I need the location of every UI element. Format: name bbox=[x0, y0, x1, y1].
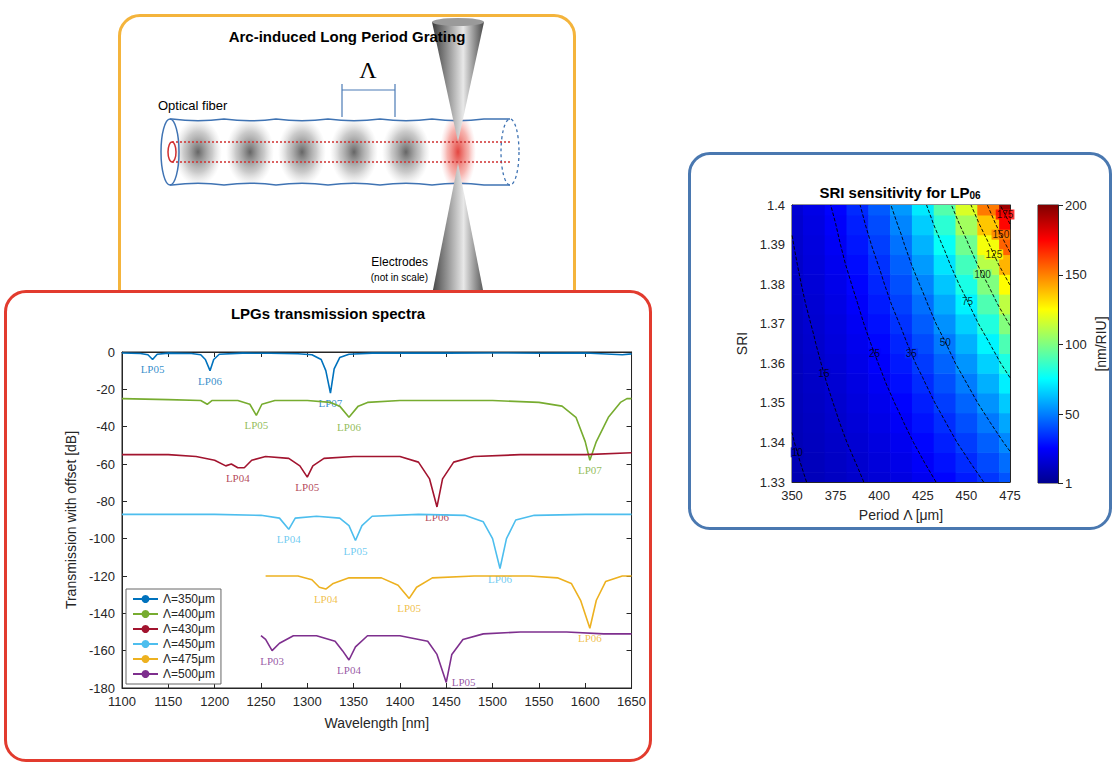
svg-text:1.34: 1.34 bbox=[760, 435, 785, 450]
svg-text:1450: 1450 bbox=[432, 694, 461, 709]
svg-text:06: 06 bbox=[969, 190, 981, 201]
svg-text:LP04: LP04 bbox=[314, 593, 338, 605]
svg-text:LP04: LP04 bbox=[337, 664, 361, 676]
svg-text:LP04: LP04 bbox=[277, 533, 301, 545]
svg-text:100: 100 bbox=[1065, 337, 1087, 352]
svg-text:1.33: 1.33 bbox=[759, 474, 785, 490]
svg-text:Λ=350μm: Λ=350μm bbox=[163, 592, 215, 606]
svg-text:LP03: LP03 bbox=[260, 655, 284, 667]
svg-text:15: 15 bbox=[818, 367, 830, 379]
svg-text:Λ=400μm: Λ=400μm bbox=[163, 607, 215, 621]
svg-text:Λ=475μm: Λ=475μm bbox=[163, 652, 215, 666]
svg-text:200: 200 bbox=[1065, 198, 1087, 213]
svg-text:1.38: 1.38 bbox=[760, 277, 785, 292]
svg-text:LP05: LP05 bbox=[397, 602, 421, 614]
svg-text:1600: 1600 bbox=[571, 694, 600, 709]
svg-text:Electrodes: Electrodes bbox=[371, 255, 428, 269]
svg-text:1.37: 1.37 bbox=[760, 316, 785, 331]
svg-text:LP05: LP05 bbox=[244, 419, 268, 431]
svg-text:475: 475 bbox=[999, 488, 1021, 503]
svg-text:LP06: LP06 bbox=[577, 632, 602, 645]
svg-text:1100: 1100 bbox=[108, 694, 136, 709]
svg-text:LP05: LP05 bbox=[452, 676, 476, 688]
svg-text:Λ=450μm: Λ=450μm bbox=[163, 637, 215, 651]
svg-text:400: 400 bbox=[868, 488, 890, 503]
svg-text:SRI sensitivity for LP: SRI sensitivity for LP bbox=[819, 184, 969, 201]
svg-text:1.35: 1.35 bbox=[760, 395, 785, 410]
svg-text:1650: 1650 bbox=[617, 694, 646, 709]
svg-text:100: 100 bbox=[974, 269, 991, 280]
svg-text:75: 75 bbox=[962, 295, 974, 307]
svg-text:125: 125 bbox=[985, 249, 1003, 260]
svg-text:Optical fiber: Optical fiber bbox=[158, 98, 228, 113]
svg-text:50: 50 bbox=[1065, 407, 1079, 422]
svg-text:1.36: 1.36 bbox=[760, 356, 785, 371]
svg-text:150: 150 bbox=[992, 229, 1010, 241]
svg-text:1300: 1300 bbox=[293, 694, 322, 709]
svg-text:1150: 1150 bbox=[154, 694, 182, 709]
svg-text:LP07: LP07 bbox=[318, 397, 343, 410]
svg-text:450: 450 bbox=[956, 488, 978, 503]
svg-text:Period Λ [μm]: Period Λ [μm] bbox=[859, 507, 943, 523]
svg-text:LP05: LP05 bbox=[344, 545, 368, 557]
svg-text:Λ=500μm: Λ=500μm bbox=[163, 667, 215, 681]
svg-text:[nm/RIU]: [nm/RIU] bbox=[1093, 316, 1109, 371]
svg-text:LP06: LP06 bbox=[198, 375, 222, 387]
svg-text:Arc-induced Long Period Gratin: Arc-induced Long Period Grating bbox=[229, 28, 466, 45]
svg-text:1250: 1250 bbox=[247, 694, 276, 709]
svg-text:-180: -180 bbox=[89, 680, 115, 696]
svg-text:25: 25 bbox=[868, 347, 881, 359]
svg-text:1550: 1550 bbox=[524, 694, 553, 709]
svg-text:175: 175 bbox=[997, 209, 1014, 220]
svg-text:150: 150 bbox=[1065, 267, 1087, 282]
svg-text:LP06: LP06 bbox=[337, 421, 361, 433]
svg-text:1.4: 1.4 bbox=[767, 198, 785, 213]
svg-text:LP04: LP04 bbox=[226, 472, 250, 484]
svg-text:0: 0 bbox=[108, 345, 115, 360]
svg-text:-20: -20 bbox=[96, 382, 115, 397]
svg-text:LP05: LP05 bbox=[295, 481, 319, 493]
svg-text:375: 375 bbox=[825, 488, 847, 503]
svg-text:LPGs transmission spectra: LPGs transmission spectra bbox=[231, 305, 426, 322]
svg-text:LP06: LP06 bbox=[425, 511, 449, 523]
svg-text:350: 350 bbox=[781, 488, 803, 503]
svg-text:LP05: LP05 bbox=[141, 363, 165, 375]
svg-text:1.39: 1.39 bbox=[760, 237, 785, 252]
svg-text:-160: -160 bbox=[89, 643, 115, 658]
svg-text:-140: -140 bbox=[89, 606, 115, 621]
svg-text:-40: -40 bbox=[96, 419, 115, 434]
svg-text:50: 50 bbox=[939, 336, 951, 348]
svg-text:-100: -100 bbox=[89, 531, 115, 546]
svg-text:425: 425 bbox=[912, 488, 934, 503]
svg-text:-60: -60 bbox=[96, 457, 115, 472]
svg-text:Transmission with offset [dB]: Transmission with offset [dB] bbox=[63, 431, 79, 609]
svg-text:LP07: LP07 bbox=[578, 464, 602, 476]
svg-text:Λ: Λ bbox=[359, 57, 377, 83]
svg-text:SRI: SRI bbox=[734, 332, 750, 355]
svg-text:(not in scale): (not in scale) bbox=[371, 272, 428, 283]
svg-text:1200: 1200 bbox=[200, 694, 229, 709]
svg-text:Wavelength [nm]: Wavelength [nm] bbox=[325, 715, 430, 731]
svg-text:1400: 1400 bbox=[385, 694, 414, 709]
svg-text:Λ=430μm: Λ=430μm bbox=[163, 622, 215, 636]
svg-text:LP06: LP06 bbox=[488, 573, 512, 585]
svg-text:10: 10 bbox=[792, 447, 804, 458]
svg-text:1: 1 bbox=[1065, 476, 1072, 491]
svg-text:-120: -120 bbox=[89, 569, 115, 584]
svg-text:35: 35 bbox=[905, 347, 917, 359]
svg-text:1500: 1500 bbox=[478, 694, 507, 709]
svg-text:-80: -80 bbox=[96, 494, 115, 509]
svg-text:1350: 1350 bbox=[339, 694, 368, 709]
